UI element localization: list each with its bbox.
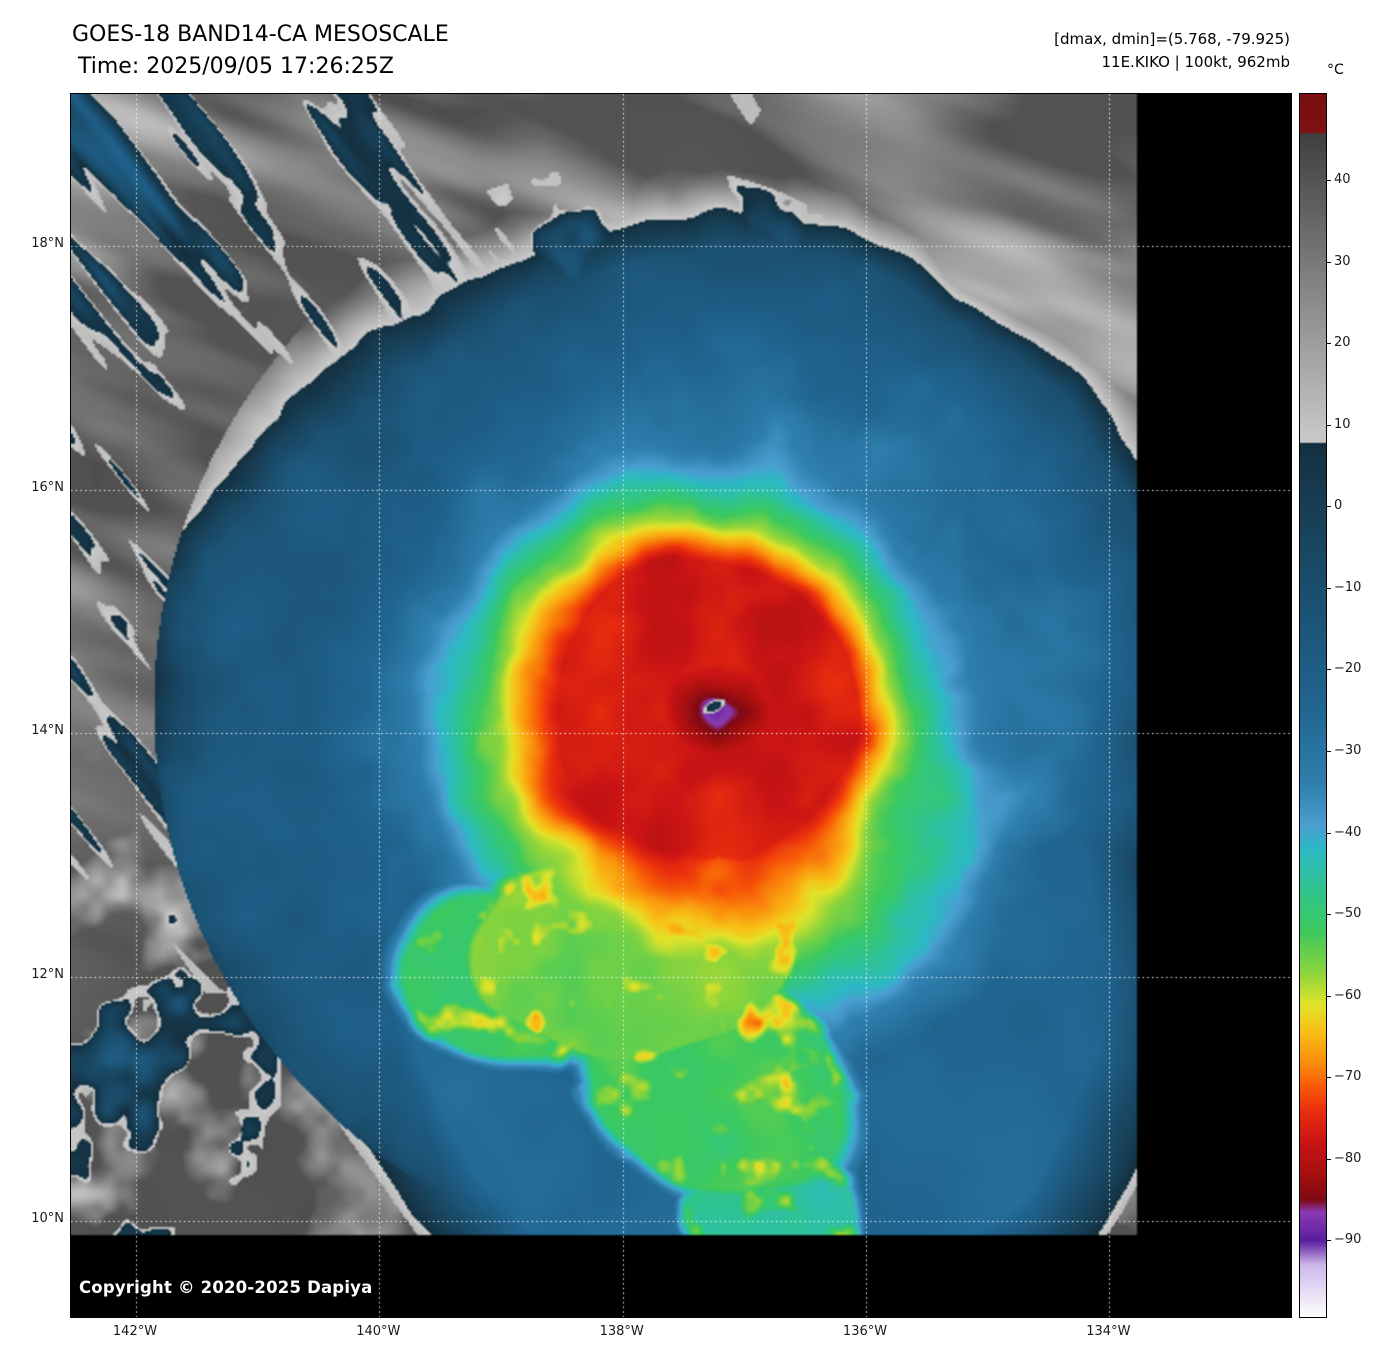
lat-tick-label: 14°N bbox=[31, 723, 64, 739]
colorbar-tick-mark bbox=[1327, 750, 1331, 752]
colorbar-tick-label: 10 bbox=[1334, 416, 1351, 432]
satellite-map-frame: Copyright © 2020-2025 Dapiya bbox=[70, 93, 1292, 1318]
satellite-image-canvas bbox=[71, 94, 1291, 1317]
colorbar-tick-mark bbox=[1327, 669, 1331, 671]
colorbar-tick-mark bbox=[1327, 506, 1331, 508]
colorbar-tick-mark bbox=[1327, 261, 1331, 263]
lat-tick-label: 10°N bbox=[31, 1210, 64, 1226]
dmax-dmin-readout: [dmax, dmin]=(5.768, -79.925) bbox=[1054, 30, 1290, 48]
colorbar-tick-mark bbox=[1327, 995, 1331, 997]
product-timestamp: Time: 2025/09/05 17:26:25Z bbox=[78, 54, 394, 79]
colorbar-tick-mark bbox=[1327, 1158, 1331, 1160]
lat-tick-label: 12°N bbox=[31, 966, 64, 982]
colorbar-tick-mark bbox=[1327, 1077, 1331, 1079]
colorbar-tick-mark bbox=[1327, 424, 1331, 426]
colorbar-tick-label: 40 bbox=[1334, 172, 1351, 188]
colorbar-tick-mark bbox=[1327, 343, 1331, 345]
lon-tick-label: 136°W bbox=[842, 1324, 888, 1339]
product-title: GOES-18 BAND14-CA MESOSCALE bbox=[72, 22, 449, 47]
colorbar-tick-label: −90 bbox=[1334, 1232, 1362, 1248]
colorbar-tick-label: −60 bbox=[1334, 987, 1362, 1003]
colorbar-tick-label: −30 bbox=[1334, 742, 1362, 758]
colorbar-tick-mark bbox=[1327, 832, 1331, 834]
colorbar-tick-mark bbox=[1327, 180, 1331, 182]
colorbar-canvas bbox=[1300, 94, 1326, 1317]
colorbar-tick-label: 30 bbox=[1334, 253, 1351, 269]
colorbar-tick-label: −70 bbox=[1334, 1069, 1362, 1085]
lon-tick-label: 142°W bbox=[112, 1324, 158, 1339]
colorbar-tick-mark bbox=[1327, 587, 1331, 589]
colorbar-tick-mark bbox=[1327, 914, 1331, 916]
colorbar-unit-label: °C bbox=[1327, 62, 1344, 78]
lon-tick-label: 134°W bbox=[1086, 1324, 1131, 1339]
copyright-watermark: Copyright © 2020-2025 Dapiya bbox=[79, 1278, 373, 1297]
colorbar-tick-label: −20 bbox=[1334, 661, 1362, 677]
colorbar-tick-label: −50 bbox=[1334, 906, 1362, 922]
colorbar-tick-mark bbox=[1327, 1240, 1331, 1242]
lat-tick-label: 18°N bbox=[31, 236, 64, 251]
temperature-colorbar bbox=[1299, 93, 1327, 1318]
lon-tick-label: 138°W bbox=[599, 1324, 644, 1339]
storm-info-line: 11E.KIKO | 100kt, 962mb bbox=[1101, 53, 1290, 71]
lat-tick-label: 16°N bbox=[31, 479, 64, 495]
colorbar-tick-label: −10 bbox=[1334, 579, 1362, 595]
colorbar-tick-label: 20 bbox=[1334, 335, 1351, 351]
colorbar-tick-label: −40 bbox=[1334, 824, 1362, 840]
lon-tick-label: 140°W bbox=[356, 1324, 401, 1339]
colorbar-tick-label: −80 bbox=[1334, 1150, 1362, 1166]
colorbar-tick-label: 0 bbox=[1334, 498, 1343, 514]
